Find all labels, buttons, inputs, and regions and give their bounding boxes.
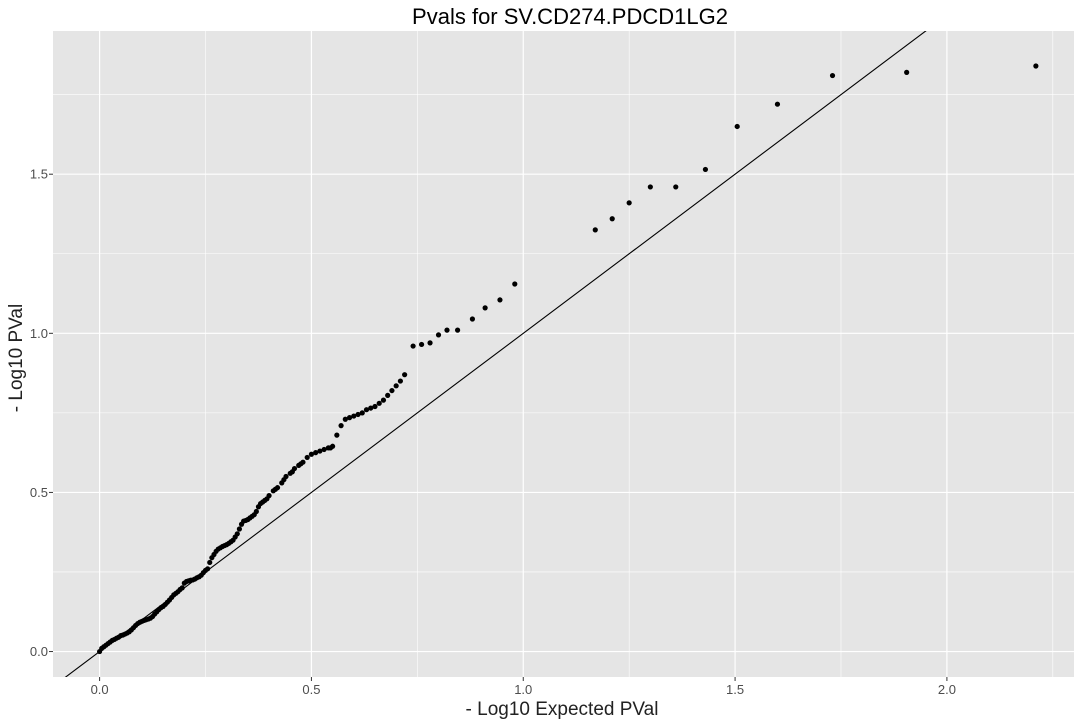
data-point bbox=[904, 69, 910, 75]
chart-title: Pvals for SV.CD274.PDCD1LG2 bbox=[412, 4, 728, 29]
data-point bbox=[482, 305, 488, 311]
x-tick-label: 2.0 bbox=[938, 682, 956, 697]
data-point bbox=[454, 327, 461, 333]
reference-line bbox=[64, 31, 927, 677]
data-point bbox=[1033, 63, 1039, 69]
data-point bbox=[418, 341, 425, 348]
data-point bbox=[359, 410, 365, 416]
data-point bbox=[444, 327, 450, 333]
data-point bbox=[435, 332, 442, 338]
y-tick-label: 0.0 bbox=[30, 644, 48, 659]
data-point bbox=[304, 454, 310, 461]
x-axis-title: - Log10 Expected PVal bbox=[466, 699, 659, 720]
data-point bbox=[266, 493, 272, 499]
data-point bbox=[647, 184, 653, 190]
data-point bbox=[393, 383, 399, 389]
data-point bbox=[829, 72, 836, 79]
data-point bbox=[236, 526, 243, 532]
y-tick-label: 0.5 bbox=[30, 485, 48, 500]
data-point bbox=[380, 397, 387, 403]
data-point bbox=[427, 340, 433, 346]
data-point bbox=[351, 413, 357, 419]
data-point bbox=[313, 450, 319, 456]
data-point bbox=[702, 166, 709, 173]
data-point bbox=[497, 297, 503, 303]
data-point bbox=[592, 227, 598, 233]
data-point bbox=[734, 123, 740, 130]
data-point bbox=[338, 423, 344, 429]
data-point bbox=[363, 407, 370, 413]
data-point bbox=[321, 446, 327, 453]
x-tick-label: 1.5 bbox=[726, 682, 744, 697]
data-point bbox=[469, 316, 476, 322]
data-point bbox=[372, 403, 378, 410]
data-point bbox=[626, 200, 632, 206]
data-point bbox=[402, 372, 408, 378]
data-point bbox=[291, 465, 298, 472]
data-point bbox=[355, 411, 361, 418]
data-point bbox=[774, 101, 781, 107]
x-tick-label: 1.0 bbox=[514, 682, 532, 697]
x-tick-label: 0.0 bbox=[91, 682, 109, 697]
x-tick-label: 0.5 bbox=[302, 682, 320, 697]
data-point bbox=[389, 387, 395, 394]
data-point bbox=[330, 443, 336, 449]
data-point bbox=[234, 531, 240, 537]
data-point bbox=[179, 585, 185, 591]
data-point bbox=[342, 416, 348, 422]
data-point bbox=[673, 184, 679, 190]
y-tick-label: 1.5 bbox=[30, 167, 48, 182]
data-point bbox=[410, 343, 416, 349]
data-point bbox=[207, 559, 213, 566]
data-point bbox=[512, 281, 518, 287]
data-point bbox=[609, 216, 615, 222]
data-point bbox=[368, 405, 374, 411]
y-axis-title: - Log10 PVal bbox=[6, 304, 27, 412]
data-point bbox=[274, 485, 281, 491]
plot-panel bbox=[53, 31, 1074, 677]
data-point bbox=[253, 508, 259, 515]
data-point bbox=[308, 451, 315, 457]
data-point bbox=[385, 392, 391, 398]
data-point bbox=[300, 459, 306, 465]
data-point bbox=[283, 473, 289, 480]
y-tick-label: 1.0 bbox=[30, 326, 48, 341]
data-point bbox=[334, 432, 340, 438]
data-point bbox=[376, 400, 382, 406]
data-point bbox=[317, 448, 323, 454]
data-point bbox=[346, 415, 353, 421]
data-point bbox=[397, 378, 403, 384]
data-point bbox=[205, 566, 211, 572]
plot-layer: 0.0 0.5 1.0 1.5 2.0 0.0 0.5 1.0 1.5 bbox=[30, 31, 1074, 697]
